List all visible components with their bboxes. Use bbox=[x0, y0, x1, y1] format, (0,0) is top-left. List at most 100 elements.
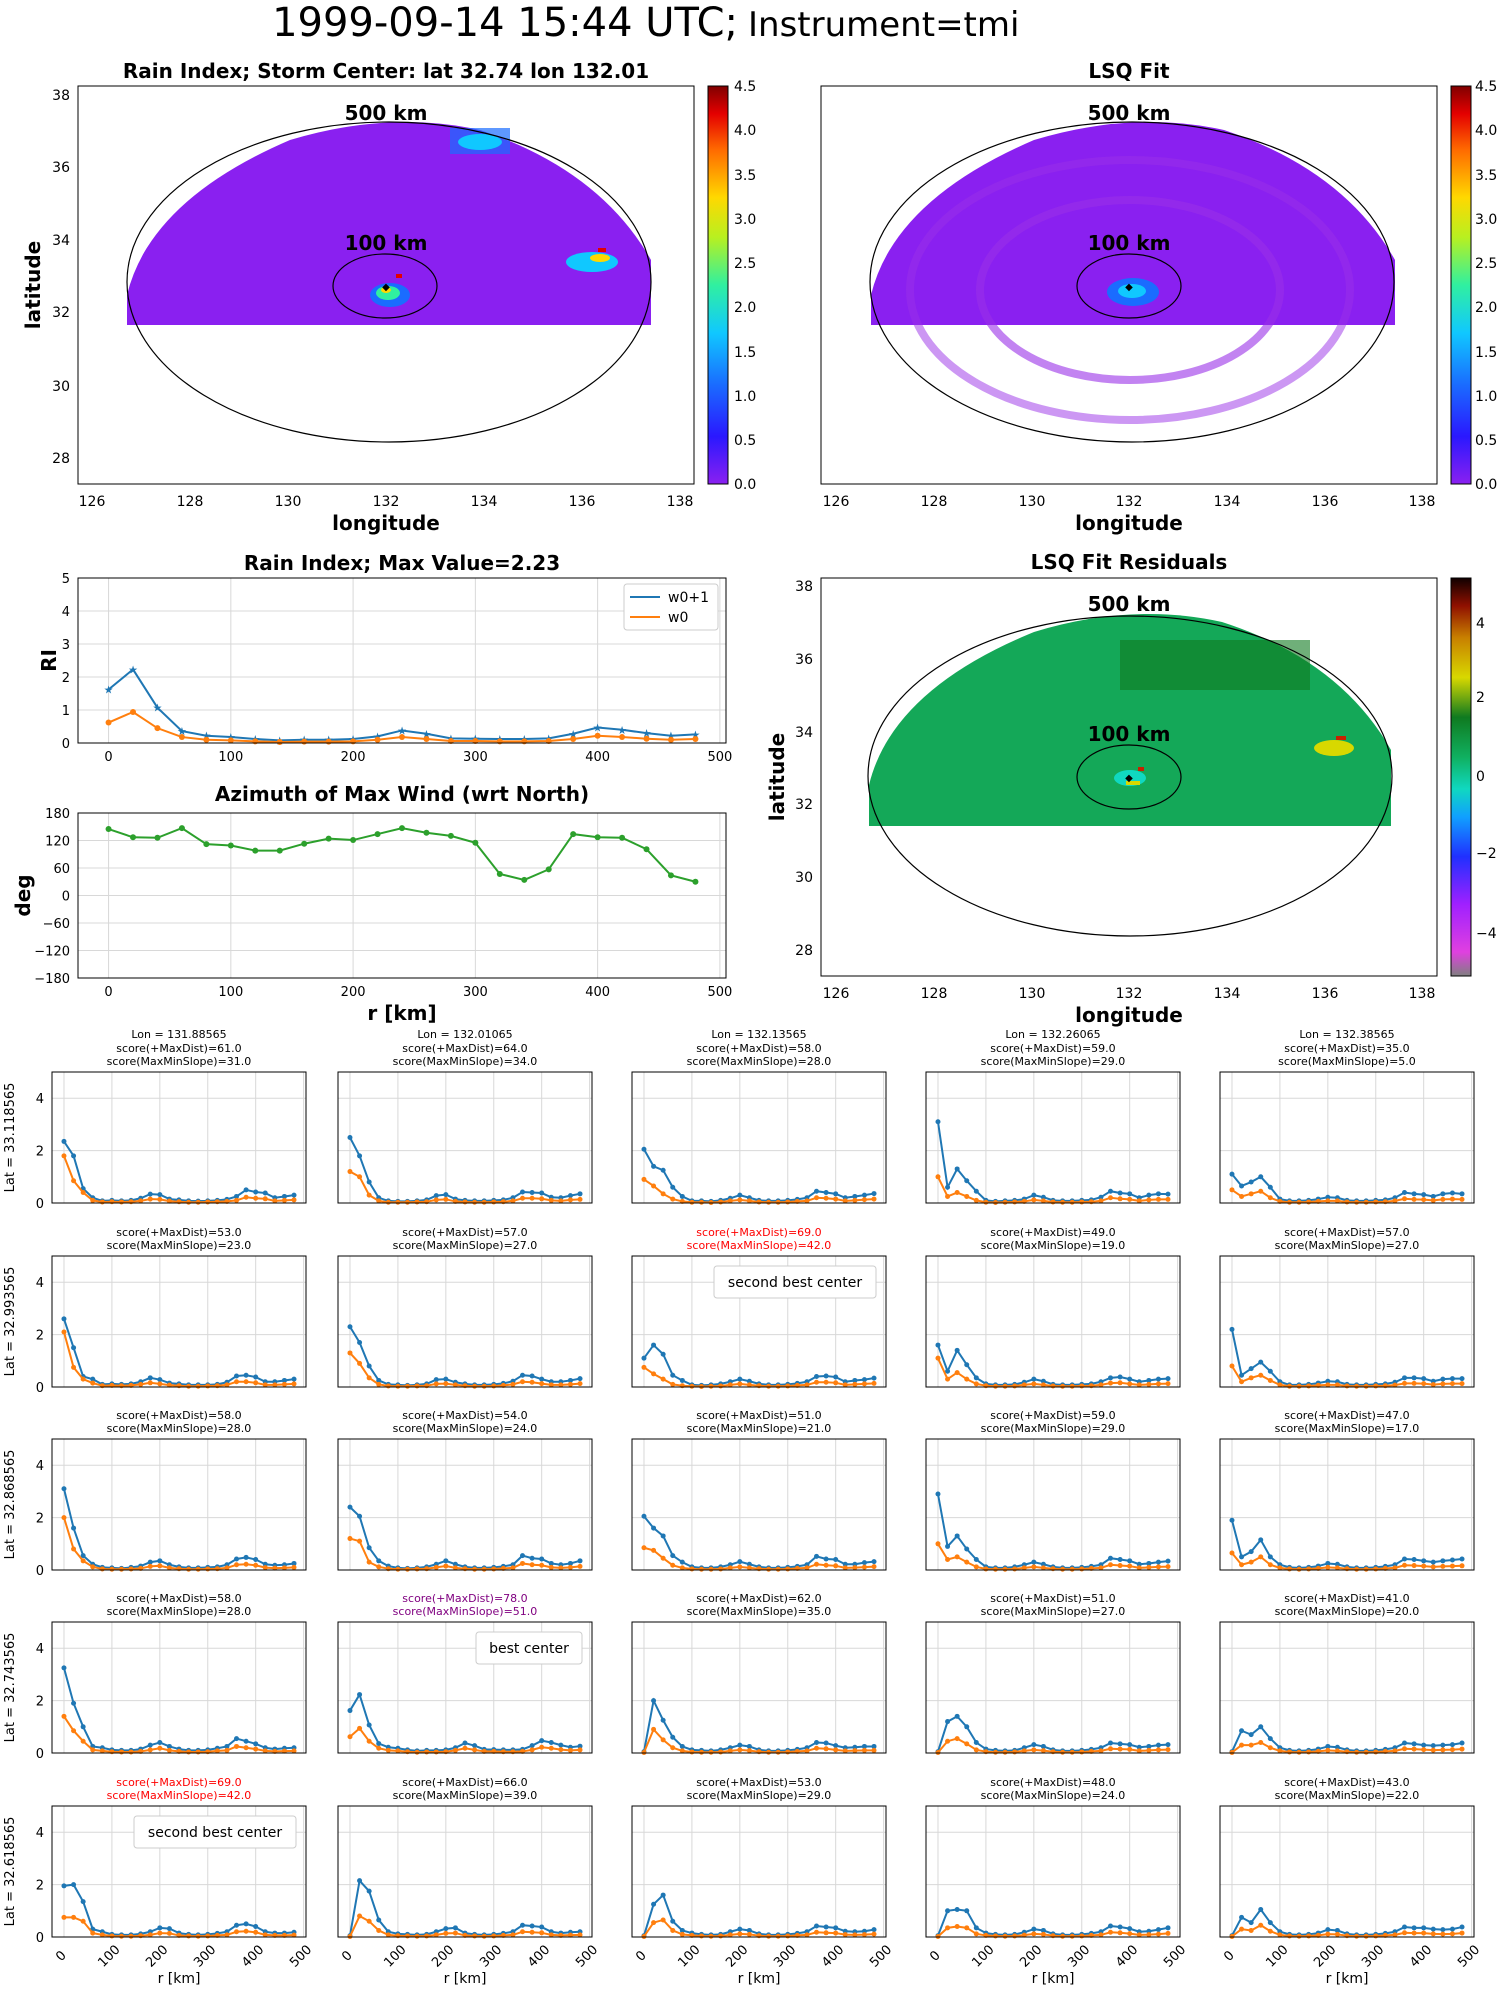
series-point bbox=[157, 1925, 163, 1931]
series-point bbox=[539, 1744, 545, 1750]
rain-xtick: 136 bbox=[569, 494, 596, 510]
series-point bbox=[253, 1562, 259, 1568]
series-point bbox=[291, 1748, 297, 1754]
series-point bbox=[366, 1559, 372, 1565]
plot-frame bbox=[51, 1071, 307, 1204]
series-point bbox=[366, 1918, 372, 1924]
series-point bbox=[1239, 1554, 1245, 1560]
series-point bbox=[157, 1563, 163, 1569]
series-point bbox=[651, 1920, 657, 1926]
series-point bbox=[80, 1738, 86, 1744]
rain-cbar-tick: 1.5 bbox=[734, 345, 756, 361]
series-point bbox=[186, 1933, 192, 1939]
series-point bbox=[118, 1933, 124, 1939]
series-point bbox=[727, 1565, 733, 1571]
series-point bbox=[1402, 1556, 1408, 1562]
series-point bbox=[234, 1373, 240, 1379]
y-tick-label: 2 bbox=[36, 1512, 44, 1527]
series-point bbox=[472, 1743, 478, 1749]
series-point bbox=[737, 1747, 743, 1753]
series-point bbox=[1021, 1748, 1027, 1754]
series-point bbox=[281, 1197, 287, 1203]
series-point bbox=[253, 1195, 259, 1201]
panel-score-maxminslope: score(MaxMinSlope)=42.0 bbox=[687, 1239, 832, 1252]
x-tick-label: 100 bbox=[218, 985, 243, 1000]
series-point bbox=[651, 1163, 657, 1169]
series-point bbox=[452, 1382, 458, 1388]
plot-frame bbox=[51, 1621, 307, 1754]
series-point bbox=[814, 1374, 820, 1380]
series-point bbox=[1344, 1383, 1350, 1389]
series-point bbox=[1363, 1749, 1369, 1755]
series-point bbox=[935, 1749, 941, 1755]
series-point bbox=[861, 1381, 867, 1387]
series-point bbox=[1392, 1748, 1398, 1754]
series-point bbox=[641, 1176, 647, 1182]
series-point bbox=[1239, 1914, 1245, 1920]
series-point bbox=[205, 1199, 211, 1205]
series-point bbox=[814, 1745, 820, 1751]
series-point bbox=[746, 1561, 752, 1567]
series-point bbox=[1117, 1380, 1123, 1386]
series-point bbox=[1239, 1193, 1245, 1199]
series-point bbox=[1108, 1562, 1114, 1568]
panel-score-maxminslope: score(MaxMinSlope)=35.0 bbox=[687, 1605, 832, 1618]
series-point bbox=[472, 1383, 478, 1389]
series-point bbox=[973, 1381, 979, 1387]
series-point bbox=[558, 1198, 564, 1204]
series-point bbox=[964, 1741, 970, 1747]
rain-map-ylabel: latitude bbox=[21, 241, 45, 329]
series-point bbox=[945, 1719, 951, 1725]
legend-label: w0 bbox=[668, 610, 688, 626]
series-point bbox=[1430, 1931, 1436, 1937]
lsq-swath-ring2 bbox=[906, 156, 1354, 424]
series-point bbox=[157, 1558, 163, 1564]
x-tick-label: 100 bbox=[218, 750, 243, 765]
series-point bbox=[1069, 1933, 1075, 1939]
score-panel: score(+MaxDist)=53.0score(MaxMinSlope)=2… bbox=[631, 1776, 895, 1987]
panel-score-maxminslope: score(MaxMinSlope)=27.0 bbox=[1275, 1239, 1420, 1252]
resid-map-title: LSQ Fit Residuals bbox=[1031, 550, 1228, 574]
x-tick-label: 500 bbox=[707, 985, 732, 1000]
series-point bbox=[272, 1382, 278, 1388]
panel-score-maxdist: score(+MaxDist)=54.0 bbox=[402, 1409, 527, 1422]
plot-frame bbox=[631, 1621, 887, 1754]
series-point bbox=[1421, 1381, 1427, 1387]
series-point bbox=[935, 1174, 941, 1180]
series-point bbox=[1098, 1565, 1104, 1571]
series-point bbox=[660, 1191, 666, 1197]
series-point bbox=[1248, 1742, 1254, 1748]
series-point bbox=[462, 1745, 468, 1751]
series-point bbox=[1031, 1376, 1037, 1382]
series-point bbox=[1079, 1933, 1085, 1939]
plot-area bbox=[1220, 1256, 1474, 1387]
series-point bbox=[385, 1383, 391, 1389]
series-point bbox=[964, 1178, 970, 1184]
series-point bbox=[80, 1190, 86, 1196]
series-point bbox=[1402, 1746, 1408, 1752]
series-point bbox=[243, 1379, 249, 1385]
series-point bbox=[670, 1562, 676, 1568]
series-point bbox=[539, 1924, 545, 1930]
series-point bbox=[548, 1740, 554, 1746]
series-point bbox=[861, 1197, 867, 1203]
series-point bbox=[1108, 1188, 1114, 1194]
series-point bbox=[350, 837, 357, 844]
lsq-center-marker: ◆ bbox=[1125, 282, 1133, 293]
series-point bbox=[1155, 1927, 1161, 1933]
series-point bbox=[1267, 1184, 1273, 1190]
series-point bbox=[1248, 1366, 1254, 1372]
series-point bbox=[689, 1199, 695, 1205]
series-point bbox=[1127, 1196, 1133, 1202]
series-point bbox=[414, 1199, 420, 1205]
series-point bbox=[708, 1749, 714, 1755]
series-point bbox=[945, 1193, 951, 1199]
series-point bbox=[1430, 1197, 1436, 1203]
lsq-cbar-tick: 4.5 bbox=[1475, 79, 1497, 95]
lsq-xtick: 138 bbox=[1409, 494, 1436, 510]
series-point bbox=[775, 1383, 781, 1389]
lsq-xtick: 126 bbox=[823, 494, 850, 510]
series-point bbox=[424, 1933, 430, 1939]
series-point bbox=[1440, 1742, 1446, 1748]
x-tick-label: 100 bbox=[95, 1942, 123, 1970]
